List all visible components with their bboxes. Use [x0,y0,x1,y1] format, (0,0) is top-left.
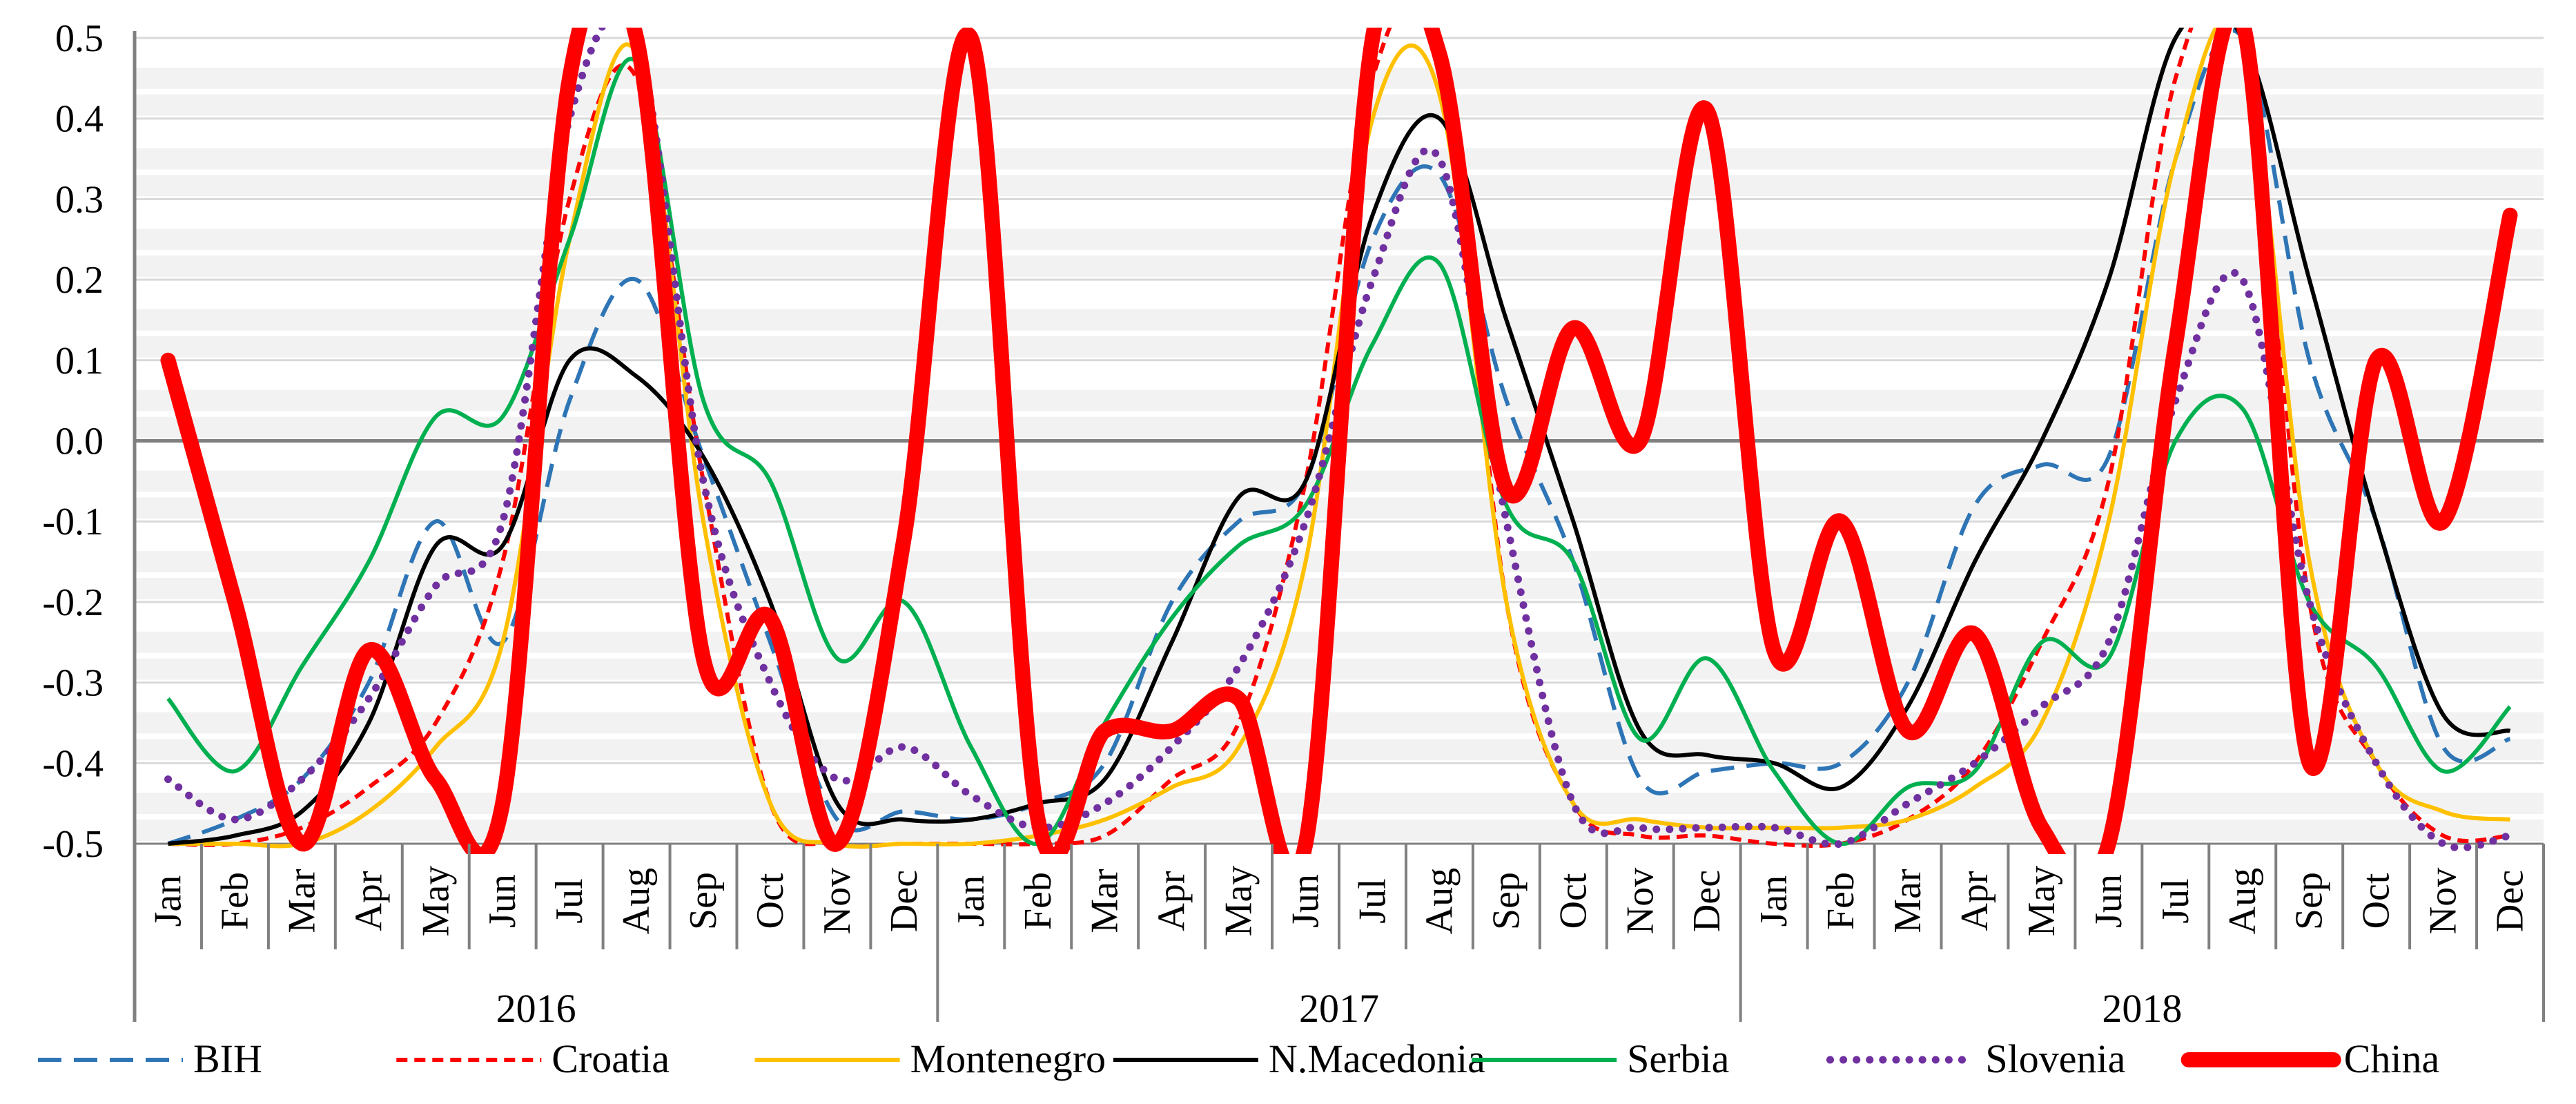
background-band [135,739,2544,761]
series-lines [160,28,2518,854]
x-month-label: Feb [213,872,256,930]
x-month-label: Mar [1084,869,1126,933]
legend-label-croatia: Croatia [552,1036,670,1081]
x-month-label: Dec [1686,870,1728,932]
background-band [135,94,2544,116]
series-line-montenegro [168,28,2510,849]
x-month-label: Oct [2355,873,2398,929]
y-tick-label: 0.0 [55,420,104,463]
y-tick-label: -0.5 [42,823,104,866]
x-month-label: Jun [481,874,524,928]
x-month-label: Feb [1017,872,1060,930]
legend-label-china: China [2344,1036,2440,1081]
y-tick-label: 0.3 [55,178,104,221]
x-month-label: Aug [2221,868,2264,934]
x-month-label: Sep [2288,872,2331,930]
x-month-label: May [414,866,457,937]
x-month-label: Sep [682,872,725,930]
background-band [135,820,2544,841]
x-month-label: Mar [280,869,323,933]
legend-label-n-macedonia: N.Macedonia [1269,1036,1485,1081]
series-line-serbia [166,57,2512,846]
x-month-label: Dec [883,870,926,932]
series-line-n-macedonia [168,28,2511,846]
x-month-label: May [2020,866,2063,937]
x-month-label: Jan [1753,875,1795,927]
x-month-label: Jul [548,878,591,923]
x-month-label: Nov [2422,868,2465,934]
x-month-label: Oct [1552,873,1594,929]
series-line-china [160,28,2518,854]
x-month-label: Nov [816,868,859,934]
y-tick-label: 0.2 [55,259,104,302]
background-band [135,148,2544,170]
x-month-label: May [1218,866,1260,937]
y-tick-label: -0.2 [42,581,104,624]
background-band [135,67,2544,89]
x-month-label: Oct [749,873,792,929]
legend: BIH Croatia Montenegro N.Macedonia Serbia Slo… [38,1036,2439,1081]
background-band [135,793,2544,815]
y-tick-label: -0.3 [42,662,104,705]
x-month-label: Sep [1485,872,1528,930]
x-month-label: Jul [1351,878,1394,923]
y-tick-label: 0.4 [55,98,104,141]
y-tick-label: -0.1 [42,501,104,543]
y-tick-label: -0.4 [42,742,104,785]
x-year-label: 2017 [1299,986,1379,1031]
x-month-label: Aug [615,868,658,934]
x-month-label: Jun [1285,874,1327,928]
x-year-label: 2016 [496,986,576,1031]
background-band [135,229,2544,251]
x-month-label: Jul [2154,878,2197,923]
x-month-label: Nov [1619,868,1661,934]
background-band [135,712,2544,734]
x-month-label: Jan [950,875,993,927]
x-month-label: Apr [1953,871,1996,931]
x-month-label: Jan [146,875,189,927]
x-axis-ticks: Jan Feb Mar Apr May Jun Jul Aug Sep Oct Nov Dec Jan F… [133,844,2545,1031]
x-month-label: Dec [2489,870,2532,932]
background-band [135,175,2544,197]
y-tick-label: 0.1 [55,340,104,382]
x-month-label: Jun [2087,874,2130,928]
y-tick-label: 0.5 [55,17,104,60]
x-year-label: 2018 [2102,986,2182,1031]
x-month-label: Apr [347,871,390,931]
legend-label-bih: BIH [193,1036,262,1081]
x-month-label: Mar [1886,869,1929,933]
x-month-label: Apr [1151,871,1193,931]
legend-label-montenegro: Montenegro [910,1036,1106,1081]
legend-label-slovenia: Slovenia [1985,1036,2125,1081]
y-axis-ticks: -0.5 -0.4 -0.3 -0.2 -0.1 0.0 0.1 0.2 0.3 0.4 0.5 [42,17,104,866]
x-month-label: Feb [1819,872,1862,930]
legend-label-serbia: Serbia [1627,1036,1729,1081]
x-month-label: Aug [1418,868,1461,934]
